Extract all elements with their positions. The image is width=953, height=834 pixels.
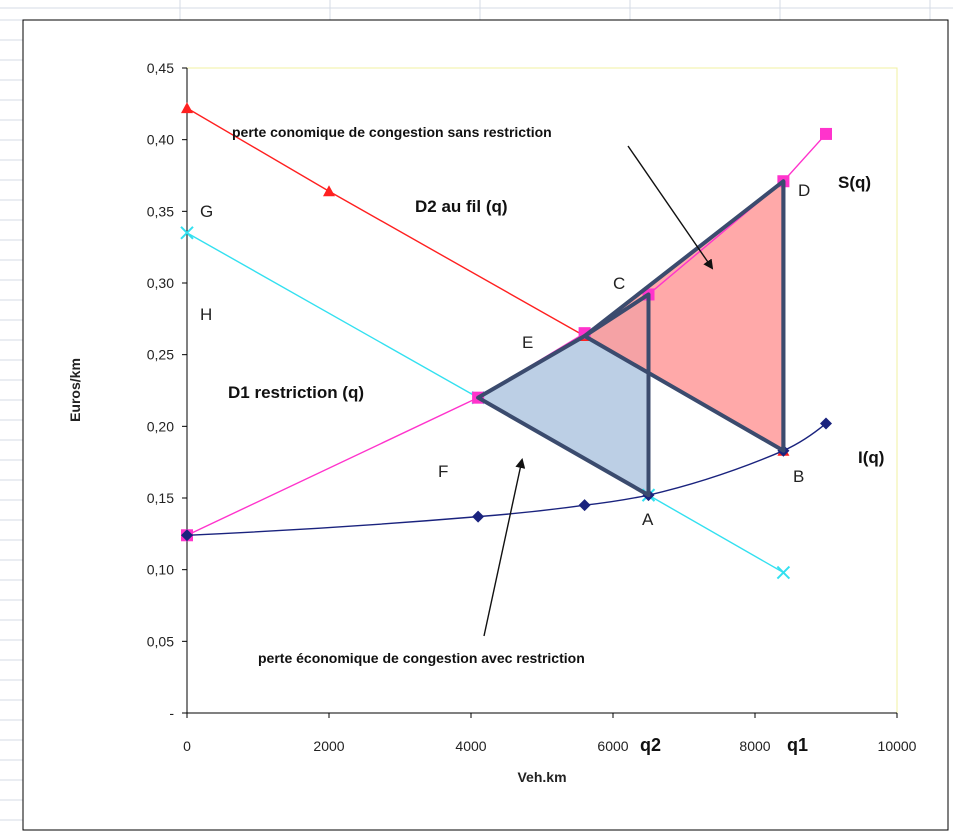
x-tick-label: 0: [183, 738, 191, 754]
region-loss-without-restriction: [584, 181, 784, 451]
x-axis-ticks: 0 2000 4000 6000 8000 10000: [183, 713, 917, 754]
y-axis-title: Euros/km: [67, 358, 83, 422]
x-tick-label: 8000: [739, 738, 770, 754]
chart-area: [22, 19, 949, 831]
arrow-with-restriction: [483, 458, 526, 637]
point-label-g: G: [200, 202, 213, 221]
marker-d1: [776, 565, 791, 580]
point-label-a: A: [642, 510, 654, 529]
point-label-c: C: [613, 274, 625, 293]
marker-d2: [323, 185, 335, 197]
point-label-e: E: [522, 333, 533, 352]
annotation-loss-with-restriction: perte économique de congestion avec rest…: [258, 650, 585, 666]
region-outlines: [476, 179, 786, 498]
marker-i: [820, 417, 832, 430]
marker-i: [472, 510, 485, 523]
annotation-loss-without-restriction: perte conomique de congestion sans restr…: [232, 124, 552, 140]
y-tick-label: 0,35: [147, 203, 174, 219]
q2-label: q2: [640, 735, 661, 755]
curve-label-s: S(q): [838, 173, 871, 192]
y-tick-label: 0,25: [147, 347, 174, 363]
x-tick-label: 2000: [313, 738, 344, 754]
y-tick-label: 0,30: [147, 275, 174, 291]
curve-label-d1: D1 restriction (q): [228, 383, 364, 402]
x-axis-title: Veh.km: [517, 769, 566, 785]
arrow-without-restriction: [627, 145, 714, 270]
y-tick-label: 0,20: [147, 418, 174, 434]
y-tick-label: 0,40: [147, 132, 174, 148]
marker-d1: [180, 226, 194, 240]
marker-d2: [181, 102, 193, 114]
y-tick-label: 0,15: [147, 490, 174, 506]
x-tick-label: 10000: [878, 738, 917, 754]
marker-s: [820, 127, 832, 140]
x-tick-label: 4000: [455, 738, 486, 754]
loss-regions: [478, 181, 784, 496]
point-label-b: B: [793, 467, 804, 486]
marker-i: [578, 499, 591, 512]
q1-label: q1: [787, 735, 808, 755]
y-tick-label: -: [169, 705, 174, 721]
y-tick-label: 0,10: [147, 562, 174, 578]
curve-label-i: I(q): [858, 448, 884, 467]
x-tick-label: 6000: [597, 738, 628, 754]
curve-label-d2: D2 au fil (q): [415, 197, 508, 216]
marker-i: [181, 529, 193, 542]
point-label-h: H: [200, 305, 212, 324]
point-label-d: D: [798, 181, 810, 200]
y-tick-label: 0,45: [147, 60, 174, 76]
y-tick-label: 0,05: [147, 633, 174, 649]
point-label-f: F: [438, 462, 448, 481]
y-axis-ticks: - 0,05 0,10 0,15 0,20 0,25 0,30 0,35 0,40 0,45: [147, 60, 187, 721]
